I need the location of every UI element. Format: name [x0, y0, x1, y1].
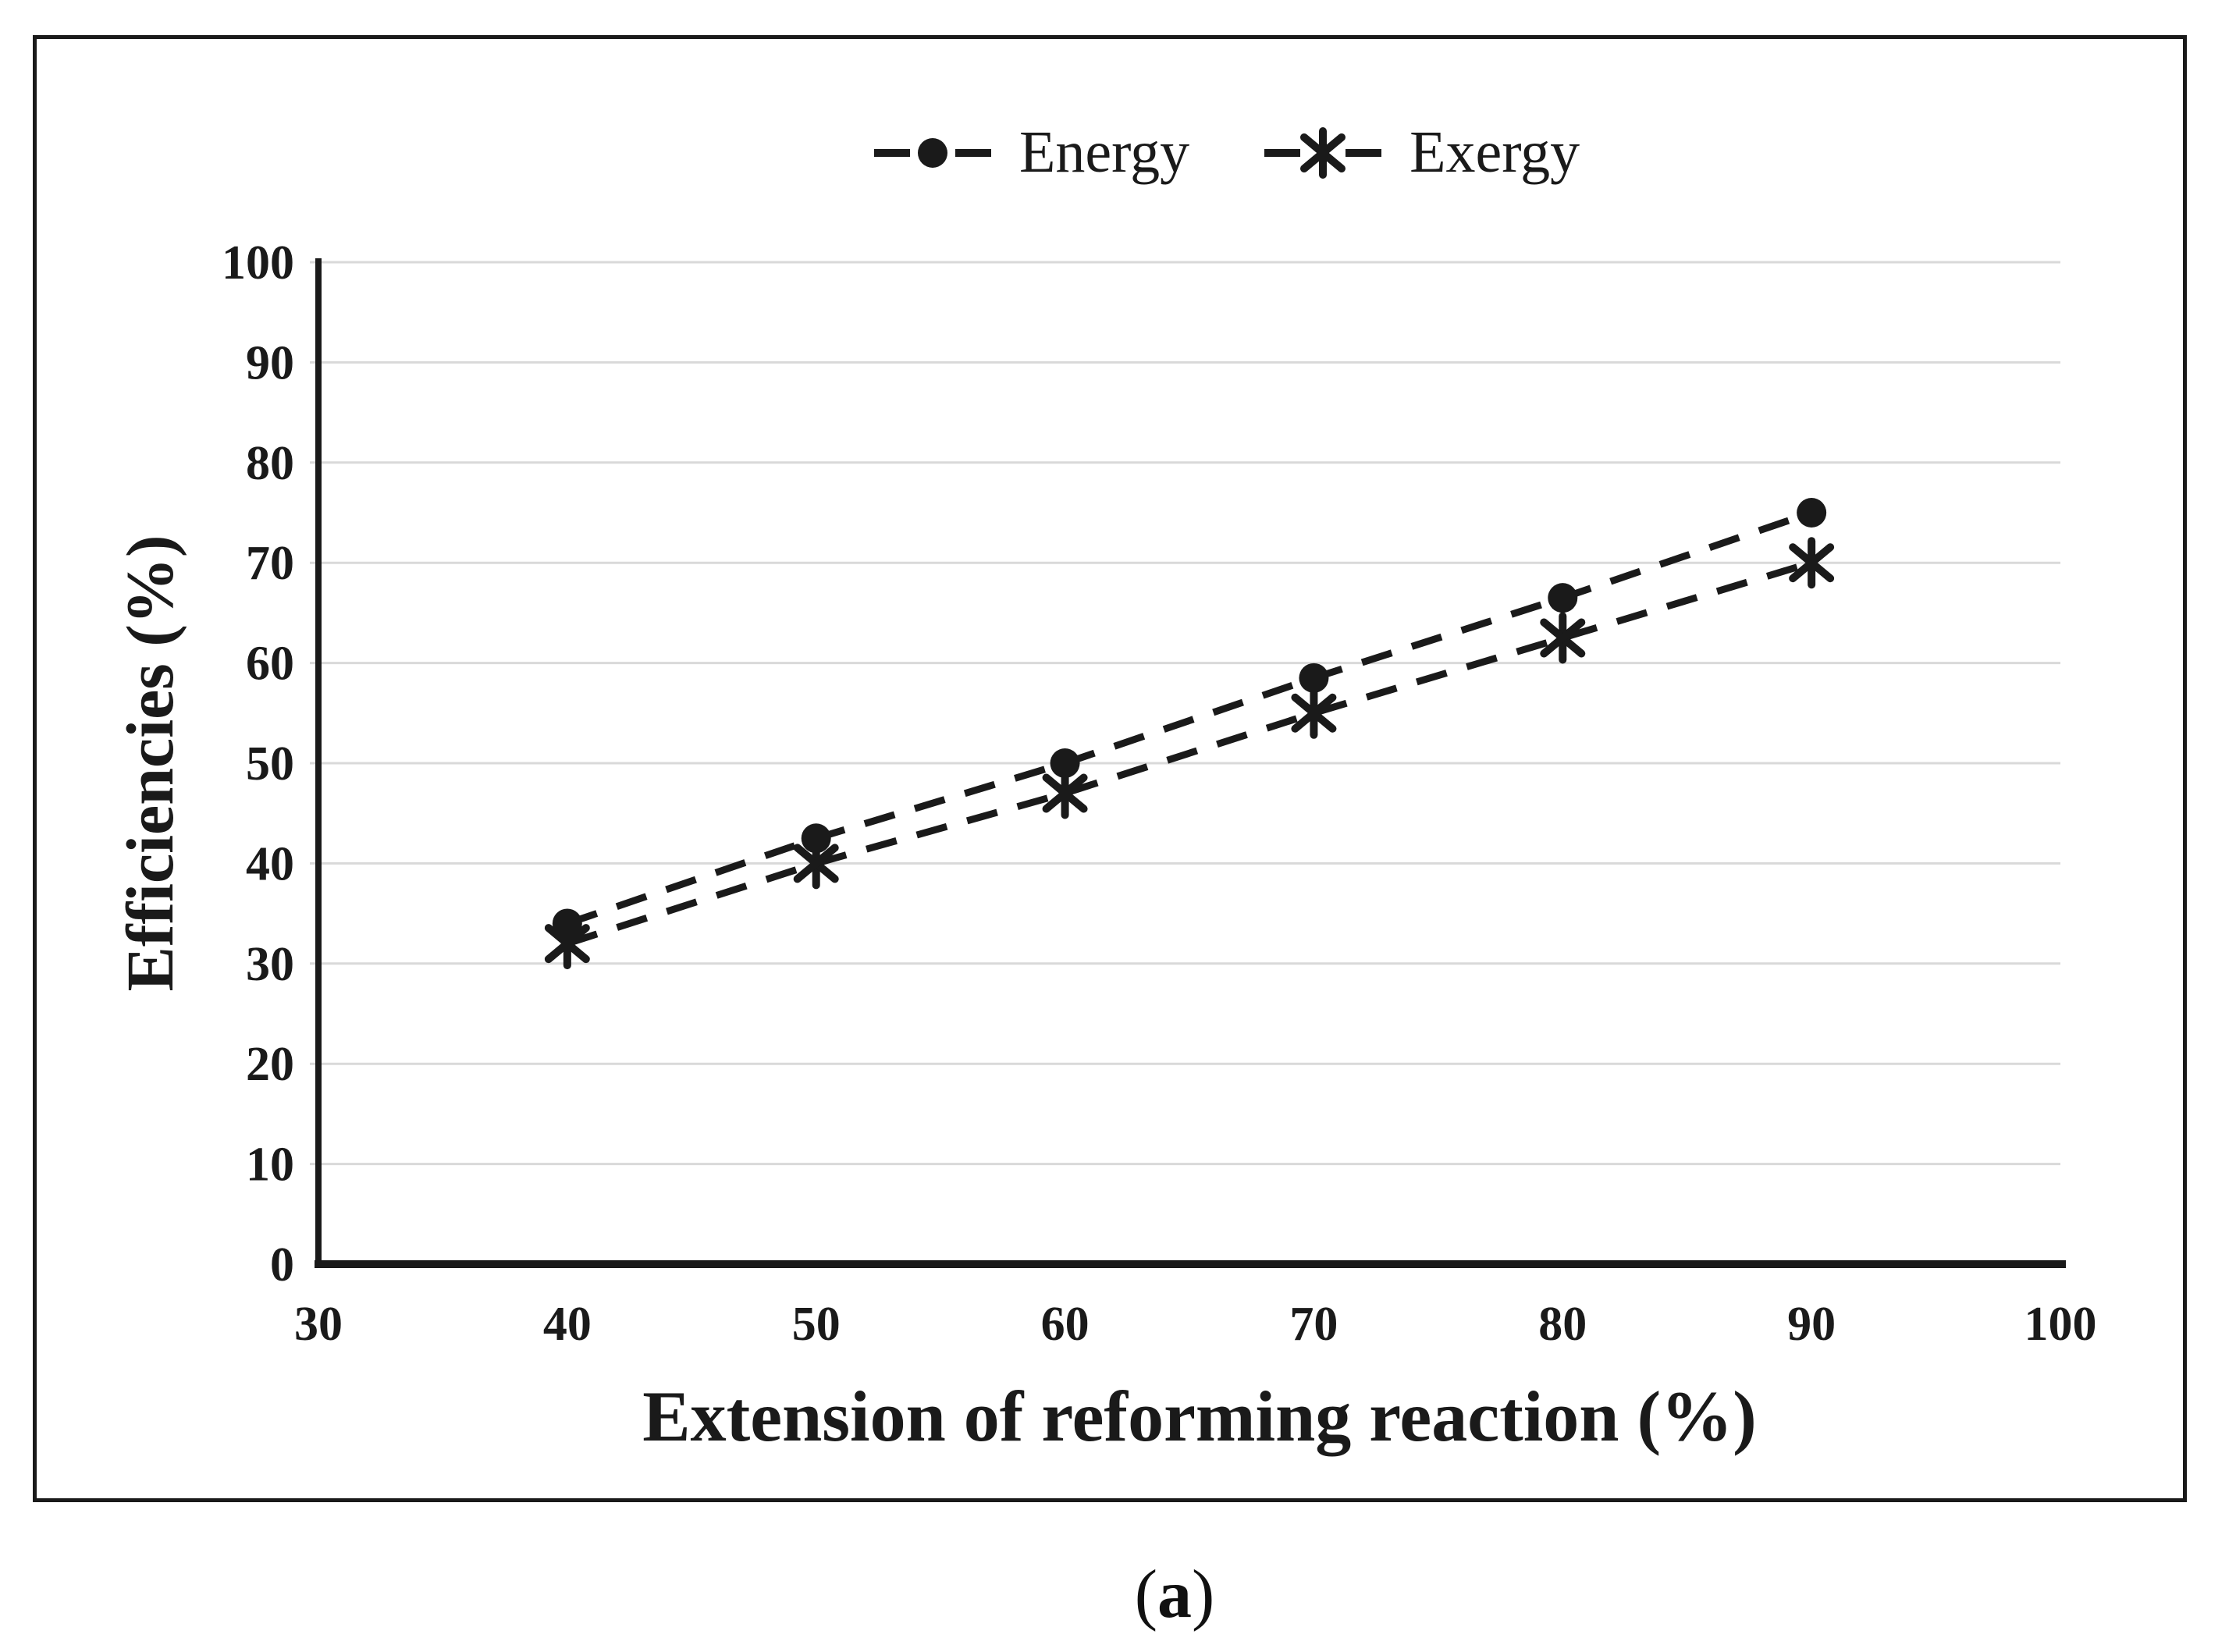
- y-tick-label-40: 40: [246, 837, 294, 890]
- y-tick-label-20: 20: [246, 1038, 294, 1091]
- legend-marker-exergy: [1264, 126, 1382, 179]
- asterisk-arm: [1789, 543, 1835, 583]
- legend-item-exergy: Exergy: [1264, 119, 1580, 187]
- x-tick-label-50: 50: [792, 1298, 841, 1351]
- y-tick-label-70: 70: [246, 537, 294, 590]
- asterisk-arm: [1042, 773, 1088, 813]
- energy-marker-90: [1797, 498, 1827, 528]
- exergy-marker-90: [1789, 537, 1835, 589]
- y-tick-label-30: 30: [246, 938, 294, 991]
- x-tick-label-70: 70: [1289, 1298, 1338, 1351]
- x-tick-label-30: 30: [294, 1298, 343, 1351]
- asterisk-arm: [1291, 693, 1337, 733]
- x-tick-label-40: 40: [543, 1298, 592, 1351]
- asterisk-arm: [1540, 618, 1586, 658]
- x-tick-label-90: 90: [1787, 1298, 1836, 1351]
- exergy-series-line: [566, 559, 1813, 947]
- y-tick-label-80: 80: [246, 437, 294, 490]
- energy-marker-80: [1548, 583, 1578, 613]
- asterisk-arm: [1300, 133, 1346, 172]
- legend-circle-glyph: [918, 137, 947, 168]
- exergy-marker-70: [1291, 687, 1337, 739]
- legend-label-exergy: Exergy: [1409, 119, 1580, 185]
- energy-series-line: [566, 509, 1813, 927]
- x-axis-title: Extension of reforming reaction (%): [642, 1377, 1757, 1456]
- y-tick-label-50: 50: [246, 737, 294, 790]
- x-tick-label-60: 60: [1041, 1298, 1090, 1351]
- x-tick-label-80: 80: [1538, 1298, 1587, 1351]
- y-axis-title: Efficiencies (%): [112, 535, 187, 992]
- figure-panel: 30 40 50 60 70 80 90 100 0 10 20 30 40 50 60 70 80 90 100 …: [33, 35, 2187, 1502]
- legend-item-energy: Energy: [874, 119, 1189, 187]
- energy-marker-60: [1050, 748, 1080, 778]
- legend-label-energy: Energy: [1019, 119, 1190, 185]
- exergy-marker-40: [544, 918, 590, 970]
- y-tick-label-0: 0: [270, 1238, 294, 1291]
- exergy-marker-60: [1042, 767, 1088, 819]
- legend-asterisk-glyph: [1300, 126, 1346, 179]
- y-tick-label-100: 100: [222, 236, 294, 290]
- exergy-marker-50: [793, 837, 839, 890]
- x-tick-label-100: 100: [2024, 1298, 2097, 1351]
- chart-plot-area: 30 40 50 60 70 80 90 100 0 10 20 30 40 50 60 70 80 90 100: [222, 236, 2097, 1351]
- y-tick-label-10: 10: [246, 1139, 294, 1192]
- y-tick-label-60: 60: [246, 638, 294, 691]
- panel-label: (a): [1134, 1557, 1215, 1632]
- asterisk-arm: [793, 844, 839, 883]
- exergy-marker-80: [1540, 612, 1586, 664]
- energy-marker-70: [1299, 663, 1329, 693]
- asterisk-arm: [544, 924, 590, 964]
- legend-marker-energy: [874, 137, 991, 168]
- y-tick-label-90: 90: [246, 336, 294, 389]
- chart-legend: Energy Exergy: [874, 119, 1580, 187]
